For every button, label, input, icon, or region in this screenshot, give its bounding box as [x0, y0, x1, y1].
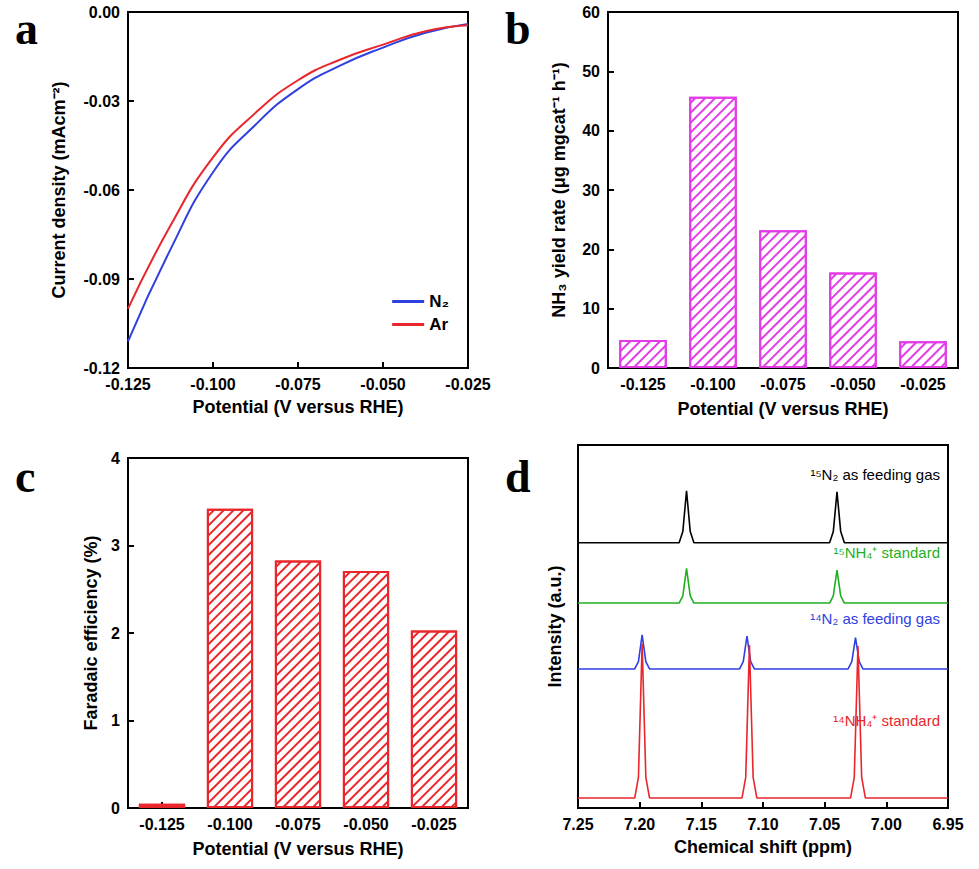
svg-text:¹⁴NH₄⁺ standard: ¹⁴NH₄⁺ standard — [833, 712, 940, 729]
svg-text:-0.125: -0.125 — [620, 376, 665, 393]
svg-text:-0.075: -0.075 — [760, 376, 805, 393]
svg-text:30: 30 — [582, 182, 600, 199]
svg-text:7.25: 7.25 — [562, 816, 593, 833]
svg-text:3: 3 — [111, 537, 120, 554]
svg-text:50: 50 — [582, 63, 600, 80]
svg-text:-0.050: -0.050 — [830, 376, 875, 393]
svg-text:-0.025: -0.025 — [445, 376, 490, 393]
svg-text:Potential (V versus RHE): Potential (V versus RHE) — [192, 397, 403, 417]
svg-text:0: 0 — [591, 360, 600, 377]
svg-text:0.00: 0.00 — [89, 4, 120, 21]
svg-text:4: 4 — [111, 450, 120, 467]
svg-text:60: 60 — [582, 4, 600, 21]
svg-text:d: d — [505, 451, 531, 502]
svg-text:¹⁴N₂ as feeding gas: ¹⁴N₂ as feeding gas — [810, 610, 940, 627]
svg-text:7.20: 7.20 — [624, 816, 655, 833]
svg-text:6.95: 6.95 — [932, 816, 963, 833]
svg-text:c: c — [15, 451, 35, 502]
svg-text:7.15: 7.15 — [686, 816, 717, 833]
svg-text:Potential (V versus RHE): Potential (V versus RHE) — [192, 839, 403, 859]
svg-text:10: 10 — [582, 300, 600, 317]
svg-text:-0.100: -0.100 — [190, 376, 235, 393]
svg-text:-0.09: -0.09 — [84, 271, 121, 288]
svg-text:-0.125: -0.125 — [139, 816, 184, 833]
svg-text:-0.075: -0.075 — [275, 376, 320, 393]
svg-text:a: a — [15, 3, 38, 54]
svg-text:-0.100: -0.100 — [207, 816, 252, 833]
svg-text:-0.125: -0.125 — [105, 376, 150, 393]
svg-text:-0.050: -0.050 — [343, 816, 388, 833]
svg-text:Intensity (a.u.): Intensity (a.u.) — [545, 565, 565, 687]
svg-text:20: 20 — [582, 241, 600, 258]
svg-text:-0.03: -0.03 — [84, 93, 121, 110]
svg-text:-0.06: -0.06 — [84, 182, 121, 199]
svg-text:Current density (mAcm⁻²): Current density (mAcm⁻²) — [49, 81, 69, 298]
svg-text:Chemical shift (ppm): Chemical shift (ppm) — [674, 837, 852, 857]
svg-text:-0.025: -0.025 — [411, 816, 456, 833]
svg-text:2: 2 — [111, 625, 120, 642]
svg-text:40: 40 — [582, 122, 600, 139]
svg-text:-0.12: -0.12 — [84, 360, 121, 377]
svg-text:NH₃ yield rate (μg mgcat⁻¹ h⁻¹: NH₃ yield rate (μg mgcat⁻¹ h⁻¹) — [549, 62, 569, 317]
svg-text:N₂: N₂ — [429, 292, 449, 311]
svg-text:¹⁵N₂ as feeding gas: ¹⁵N₂ as feeding gas — [810, 466, 940, 483]
svg-text:-0.050: -0.050 — [360, 376, 405, 393]
svg-text:Faradaic efficiency (%): Faradaic efficiency (%) — [81, 535, 101, 730]
svg-text:b: b — [505, 3, 531, 54]
svg-text:¹⁵NH₄⁺ standard: ¹⁵NH₄⁺ standard — [833, 544, 940, 561]
svg-text:7.05: 7.05 — [809, 816, 840, 833]
svg-text:Potential (V versus RHE): Potential (V versus RHE) — [677, 399, 888, 419]
svg-text:7.10: 7.10 — [747, 816, 778, 833]
svg-text:0: 0 — [111, 800, 120, 817]
svg-text:-0.100: -0.100 — [690, 376, 735, 393]
svg-text:7.00: 7.00 — [871, 816, 902, 833]
svg-text:-0.075: -0.075 — [275, 816, 320, 833]
svg-text:Ar: Ar — [429, 315, 448, 334]
svg-text:1: 1 — [111, 712, 120, 729]
svg-text:-0.025: -0.025 — [900, 376, 945, 393]
